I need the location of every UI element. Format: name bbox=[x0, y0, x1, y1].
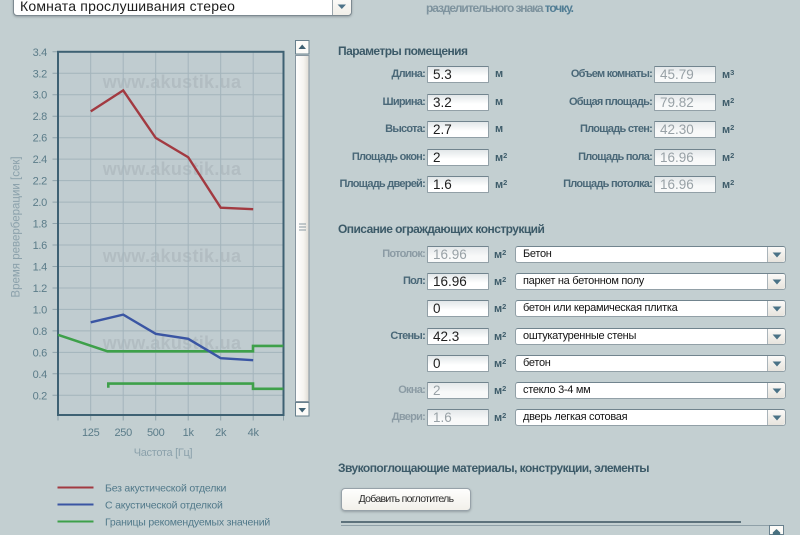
svg-text:С акустической отделкой: С акустической отделкой bbox=[105, 500, 223, 512]
svg-text:1.4: 1.4 bbox=[33, 262, 48, 274]
svg-text:0.8: 0.8 bbox=[33, 326, 48, 338]
svg-text:www.akustik.ua: www.akustik.ua bbox=[102, 333, 242, 353]
svg-text:1.8: 1.8 bbox=[33, 219, 48, 231]
svg-text:2.8: 2.8 bbox=[33, 111, 48, 123]
svg-text:1.0: 1.0 bbox=[33, 304, 48, 316]
svg-text:250: 250 bbox=[114, 427, 132, 439]
svg-text:Частота [Гц]: Частота [Гц] bbox=[134, 447, 193, 459]
svg-text:2k: 2k bbox=[215, 427, 227, 439]
svg-text:3.2: 3.2 bbox=[33, 68, 48, 80]
svg-text:1.2: 1.2 bbox=[33, 283, 48, 295]
svg-text:3.4: 3.4 bbox=[33, 47, 48, 59]
svg-text:2.4: 2.4 bbox=[33, 154, 48, 166]
svg-text:Границы рекомендуемых значений: Границы рекомендуемых значений bbox=[105, 517, 270, 529]
svg-text:125: 125 bbox=[82, 427, 100, 439]
svg-text:Без акустической отделки: Без акустической отделки bbox=[105, 483, 227, 495]
svg-text:3.0: 3.0 bbox=[33, 90, 48, 102]
svg-text:500: 500 bbox=[147, 427, 165, 439]
svg-text:www.akustik.ua: www.akustik.ua bbox=[102, 72, 242, 92]
svg-text:www.akustik.ua: www.akustik.ua bbox=[102, 246, 242, 266]
svg-text:www.akustik.ua: www.akustik.ua bbox=[102, 159, 242, 179]
svg-text:2.0: 2.0 bbox=[33, 197, 48, 209]
svg-text:4k: 4k bbox=[248, 427, 260, 439]
svg-text:1.6: 1.6 bbox=[33, 240, 48, 252]
svg-text:1k: 1k bbox=[183, 427, 195, 439]
svg-text:0.2: 0.2 bbox=[33, 390, 48, 402]
svg-text:0.4: 0.4 bbox=[33, 369, 48, 381]
svg-text:Время реверберации [сек]: Время реверберации [сек] bbox=[11, 156, 23, 297]
svg-text:2.2: 2.2 bbox=[33, 176, 48, 188]
svg-text:2.6: 2.6 bbox=[33, 133, 48, 145]
svg-text:0.6: 0.6 bbox=[33, 347, 48, 359]
